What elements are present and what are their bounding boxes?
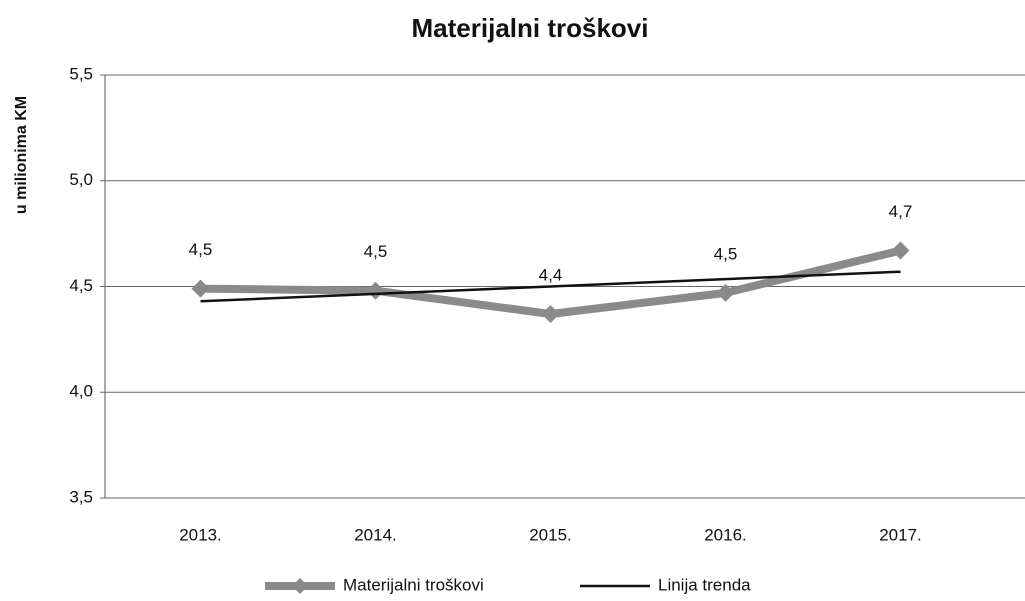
x-tick-label: 2013. xyxy=(179,525,222,544)
y-tick-label: 4,5 xyxy=(69,276,93,295)
x-tick-label: 2015. xyxy=(529,525,572,544)
marker xyxy=(191,279,210,298)
data-label: 4,5 xyxy=(364,242,388,261)
y-tick-label: 5,5 xyxy=(69,64,93,83)
trend-line xyxy=(200,270,901,303)
y-tick-label: 4,0 xyxy=(69,382,93,401)
marker xyxy=(716,283,735,302)
y-tick-label: 3,5 xyxy=(69,487,93,506)
data-label: 4,5 xyxy=(714,244,738,263)
data-label: 4,4 xyxy=(539,265,563,284)
data-label: 4,7 xyxy=(889,202,913,221)
y-axis-title: u milionima KM xyxy=(13,96,30,214)
marker xyxy=(541,304,560,323)
legend-label: Linija trenda xyxy=(658,575,751,594)
chart-title: Materijalni troškovi xyxy=(412,13,649,43)
data-label: 4,5 xyxy=(189,240,213,259)
x-tick-label: 2014. xyxy=(354,525,397,544)
x-tick-label: 2016. xyxy=(704,525,747,544)
marker xyxy=(366,281,385,300)
marker xyxy=(891,241,910,260)
x-tick-label: 2017. xyxy=(879,525,922,544)
legend-marker xyxy=(292,578,308,594)
legend-label: Materijalni troškovi xyxy=(343,575,484,594)
y-tick-label: 5,0 xyxy=(69,170,93,189)
